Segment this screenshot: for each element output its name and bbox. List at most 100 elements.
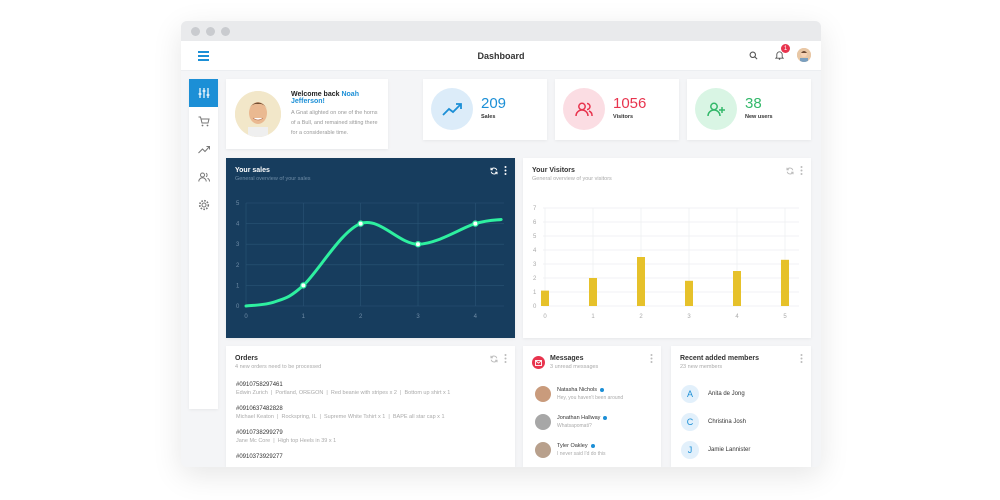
welcome-prefix: Welcome back [291, 91, 340, 98]
stat-icon-circle [563, 88, 605, 130]
stat-label: Visitors [613, 114, 634, 120]
sales-card-tools [490, 166, 507, 175]
orders-card: Orders 4 new orders need to be processed… [226, 346, 515, 467]
more-vertical-icon[interactable] [504, 354, 507, 363]
order-id: #0910637482828 [236, 406, 283, 412]
y-tick-label: 3 [236, 242, 240, 248]
member-item[interactable]: J Jamie Lannister [681, 436, 805, 464]
visitors-bar [685, 280, 693, 306]
users-icon [575, 102, 593, 116]
welcome-avatar [235, 91, 281, 137]
messages-card-tools [650, 354, 653, 363]
data-point [300, 282, 307, 289]
gear-icon [198, 199, 209, 211]
orders-card-tools [490, 354, 507, 363]
window-minimize-dot[interactable] [206, 26, 215, 36]
stat-card-sales: 209 Sales [423, 79, 547, 140]
members-subtitle: 23 new members [680, 364, 723, 370]
members-card: Recent added members 23 new members A An… [671, 346, 811, 467]
avatar [535, 442, 551, 458]
sidebar-item-analytics[interactable] [189, 135, 218, 163]
order-meta: Michael Keaton | Rockspring, IL | Suprem… [236, 414, 445, 420]
top-icons: 1 [745, 44, 811, 63]
notification-badge: 1 [781, 44, 790, 53]
y-tick-label: 4 [236, 222, 240, 228]
message-preview: Hey, you haven't been around [557, 395, 624, 401]
order-item[interactable]: #0910738299279 Jane Mc Core | High top H… [236, 430, 502, 454]
stat-card-visitors: 1056 Visitors [555, 79, 679, 140]
visitors-card-title: Your Visitors [532, 167, 575, 174]
y-tick-label: 5 [236, 201, 240, 207]
sales-line-chart: 0 1 2 3 4 5 0 1 2 3 4 [236, 201, 504, 320]
message-sender: Jonathan Hallway [557, 415, 601, 421]
sales-card-subtitle: General overview of your sales [235, 176, 311, 182]
users-icon [197, 172, 210, 182]
visitors-bar [733, 271, 741, 306]
y-tick-label: 4 [533, 248, 537, 254]
member-item[interactable]: A Anita de Jong [681, 380, 805, 408]
sales-card: Your sales General overview of your sale… [226, 158, 515, 338]
welcome-text: A Gnat alighted on one of the horns of a… [291, 110, 378, 136]
sidebar-item-settings[interactable] [189, 191, 218, 219]
visitors-bar [781, 259, 789, 306]
stat-value: 38 [745, 95, 762, 112]
data-point [357, 220, 364, 227]
order-item[interactable]: #0910373929277 [236, 454, 502, 467]
sidebar-item-users[interactable] [189, 163, 218, 191]
order-item[interactable]: #0910758297461 Edwin Zurich | Portland, … [236, 382, 502, 406]
user-avatar[interactable] [797, 48, 811, 62]
more-vertical-icon[interactable] [504, 166, 507, 175]
sidebar-item-cart[interactable] [189, 107, 218, 135]
y-tick-label: 7 [533, 206, 537, 212]
x-tick-label: 3 [416, 314, 420, 320]
member-item[interactable]: C Christina Josh [681, 408, 805, 436]
refresh-icon[interactable] [786, 167, 794, 175]
trend-up-icon [442, 103, 462, 116]
y-tick-label: 2 [533, 276, 537, 282]
order-item[interactable]: #0910637482828 Michael Keaton | Rockspri… [236, 406, 502, 430]
window-close-dot[interactable] [191, 26, 200, 36]
bell-icon[interactable]: 1 [771, 44, 790, 63]
page-title: Dashboard [477, 51, 525, 61]
more-vertical-icon[interactable] [800, 354, 803, 363]
window-titlebar [181, 21, 821, 41]
visitors-bar [541, 290, 549, 306]
avatar: J [681, 441, 699, 459]
more-vertical-icon[interactable] [650, 354, 653, 363]
avatar: A [681, 385, 699, 403]
search-icon[interactable] [745, 47, 761, 63]
message-item[interactable]: Natasha Nichols Hey, you haven't been ar… [535, 380, 657, 408]
x-tick-label: 2 [639, 314, 643, 320]
welcome-card: Welcome back Noah Jefferson! A Gnat alig… [226, 79, 388, 149]
y-tick-label: 3 [533, 262, 537, 268]
menu-icon[interactable] [198, 51, 209, 61]
y-tick-label: 0 [236, 304, 240, 310]
member-name: Jamie Lannister [708, 447, 751, 453]
member-name: Christina Josh [708, 419, 747, 425]
refresh-icon[interactable] [490, 355, 498, 363]
top-bar: Dashboard 1 [181, 41, 821, 71]
welcome-name[interactable]: Noah Jefferson! [291, 91, 359, 105]
member-name: Anita de Jong [708, 391, 745, 397]
sales-series-line [244, 217, 503, 308]
x-tick-label: 3 [687, 314, 691, 320]
sidebar-item-dashboard[interactable] [189, 79, 218, 107]
data-point [472, 220, 479, 227]
more-vertical-icon[interactable] [800, 166, 803, 175]
x-tick-label: 4 [474, 314, 478, 320]
orders-subtitle: 4 new orders need to be processed [235, 364, 322, 370]
order-meta: Jane Mc Core | High top Heels in 39 x 1 [236, 438, 337, 444]
window-maximize-dot[interactable] [221, 26, 230, 36]
x-tick-label: 2 [359, 314, 363, 320]
order-meta: Edwin Zurich | Portland, OREGON | Red be… [236, 390, 451, 396]
message-item[interactable]: Jonathan Hallway Whatsapomati? [535, 408, 657, 436]
messages-title: Messages [550, 355, 584, 362]
welcome-heading: Welcome back Noah Jefferson! [291, 91, 383, 105]
members-title: Recent added members [680, 355, 759, 362]
unread-dot [590, 444, 595, 448]
refresh-icon[interactable] [490, 167, 498, 175]
message-sender: Tyler Oakley [557, 443, 588, 449]
message-item[interactable]: Tyler Oakley I never said I'd do this [535, 436, 657, 464]
avatar [535, 414, 551, 430]
messages-card: Messages 3 unread messages Natasha Nicho… [523, 346, 661, 467]
